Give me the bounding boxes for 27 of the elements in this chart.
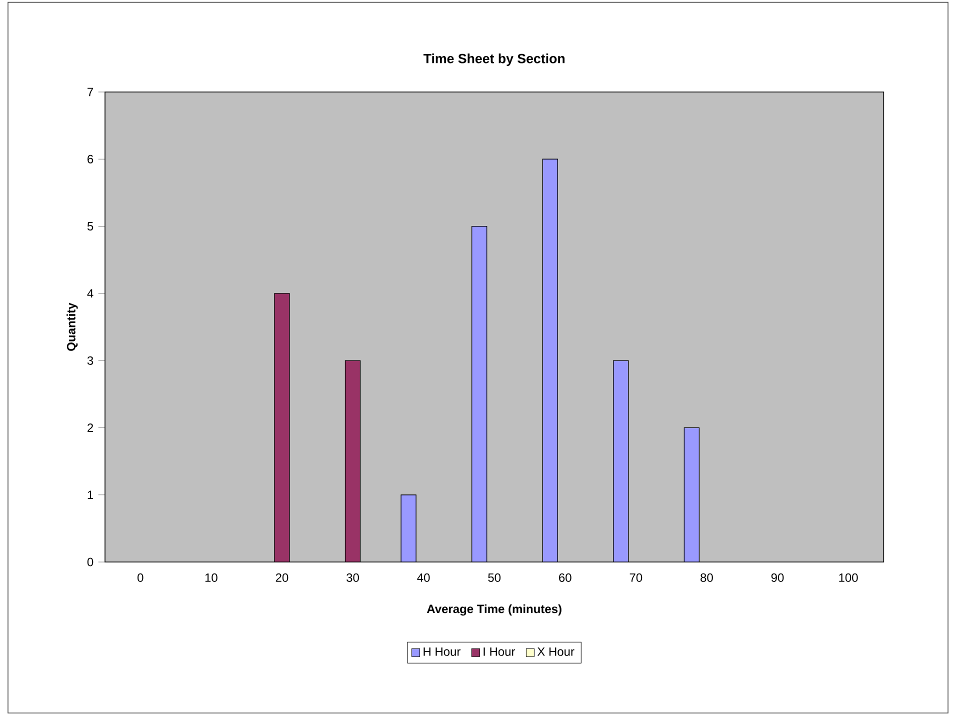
x-tick-label: 100 — [839, 573, 858, 582]
x-tick-label: 30 — [346, 573, 359, 582]
y-tick-label: 3 — [87, 356, 94, 365]
legend-label: H Hour — [424, 647, 461, 656]
x-tick-label: 90 — [771, 573, 784, 582]
chart-title: Time Sheet by Section — [423, 54, 565, 66]
y-tick-label: 0 — [87, 558, 94, 566]
y-tick-label: 7 — [88, 88, 94, 96]
x-tick-label: 20 — [276, 573, 288, 582]
x-tick-label: 50 — [488, 573, 501, 582]
x-tick-label: 80 — [700, 573, 713, 582]
y-tick-label: 2 — [88, 424, 94, 432]
x-tick-label: 70 — [630, 573, 642, 582]
legend-label: X Hour — [537, 647, 574, 656]
bar — [344, 360, 361, 562]
y-tick-label: 5 — [87, 222, 94, 230]
legend-label: I Hour — [484, 647, 516, 656]
y-tick-label: 4 — [87, 289, 94, 298]
x-tick-label: 10 — [205, 573, 218, 582]
x-axis-title: Average Time (minutes) — [426, 604, 562, 616]
x-tick-label: 0 — [138, 573, 144, 582]
x-tick-label: 60 — [559, 573, 572, 582]
y-tick-label: 1 — [88, 490, 94, 499]
y-tick-label: 6 — [88, 154, 94, 164]
bar — [274, 293, 290, 562]
y-axis-title: Quantity — [66, 302, 78, 351]
x-tick-label: 40 — [417, 573, 430, 582]
